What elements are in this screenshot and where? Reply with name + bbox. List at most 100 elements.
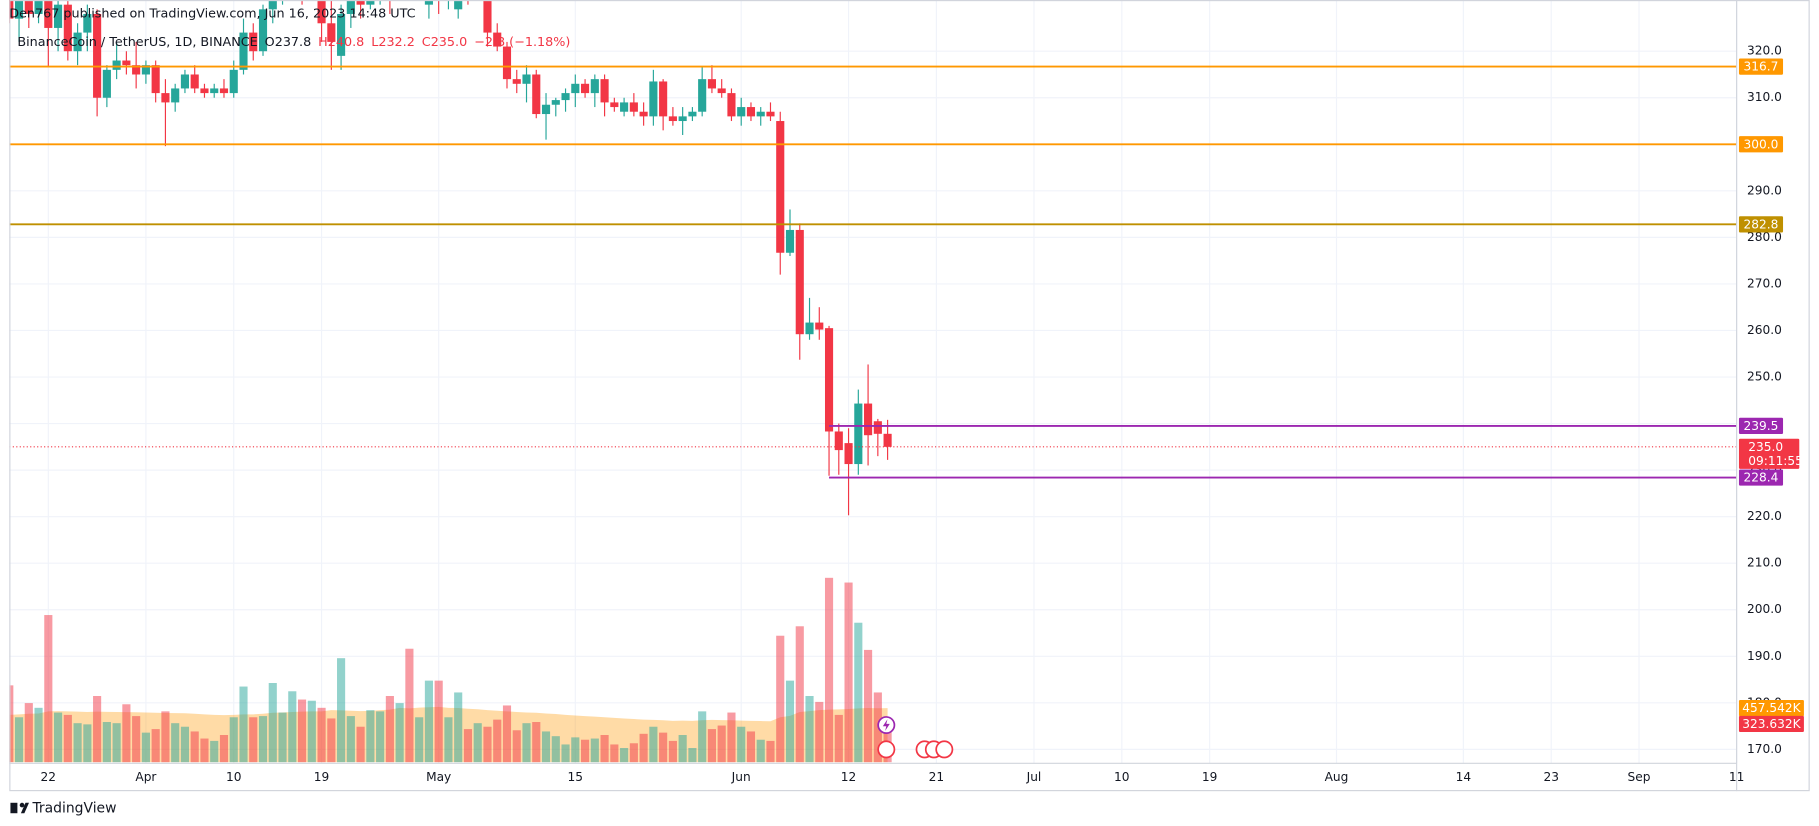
volume-bar [385,696,394,763]
candle-body [102,69,111,98]
volume-bar [24,703,33,763]
candle-body [864,403,873,436]
y-tick-label: 170.0 [1747,742,1782,756]
candle-body [532,74,541,115]
price-countdown: 09:11:55 [1748,454,1803,468]
labels: 170.0180.0190.0200.0210.0220.0230.0240.0… [41,44,1804,784]
volume-bar [600,735,609,763]
x-tick-label: May [426,770,451,784]
y-tick-label: 290.0 [1747,183,1782,197]
symbol-legend: BinanceCoin / TetherUS, 1D, BINANCE O237.… [17,34,570,49]
volume-bar [44,615,53,763]
event-icon[interactable] [935,740,954,759]
volume-bar [376,711,385,763]
x-tick-label: Jul [1026,770,1042,784]
volume-bar [14,717,24,763]
x-tick-label: 22 [41,770,57,784]
event-icon[interactable] [877,740,896,759]
candle-body [541,104,551,115]
y-tick-label: 190.0 [1747,649,1782,663]
candle-body [44,0,53,28]
volume-bar [756,739,765,763]
volume-badge [1738,699,1804,717]
y-tick-label: 310.0 [1747,90,1782,104]
volume-badge-label: 323.632K [1742,717,1801,731]
candle-body [317,0,326,24]
brand-logo [10,802,30,814]
axes [9,0,1810,792]
symbol: BinanceCoin / TetherUS, 1D, BINANCE [17,34,257,49]
legend-value: −2.8 (−1.18%) [474,34,570,49]
candle-body [24,0,33,14]
x-tick-label: 14 [1456,770,1472,784]
legend-value: L232.2 [371,34,415,49]
x-tick-label: Aug [1325,770,1349,784]
volume-bar [776,635,785,763]
volume-bar [581,739,590,763]
volume-bar [541,731,551,763]
candle-body [122,60,131,66]
volume-bar [502,705,512,763]
x-tick-label: 15 [568,770,584,784]
price-badge-label: 235.0 [1748,440,1783,454]
volume-bar [83,724,92,763]
candle-body [356,0,365,5]
volume-bar [307,700,316,763]
candle-body [493,32,502,47]
volume-bar [815,701,824,763]
volume-bar [610,744,619,763]
volume-bar [444,717,453,763]
legend-value: C235.0 [422,34,467,49]
candle-body [190,74,199,89]
candle-body [229,69,238,94]
volume-bar [864,649,873,763]
x-tick-label: Jun [731,770,751,784]
y-tick-label: 280.0 [1747,230,1782,244]
candle-body [834,431,843,451]
volume-bar [678,735,687,763]
candle-body [366,0,375,5]
y-tick-label: 270.0 [1747,276,1782,290]
volume-bar [512,730,521,763]
volume-bar [668,740,677,763]
candle-body [659,81,668,117]
candle-body [698,79,707,112]
volume-bar [737,726,746,763]
candle-body [151,65,160,94]
grid [9,0,1738,764]
candle-body [346,0,355,14]
x-tick-label: 19 [314,770,330,784]
volume-bar [278,712,287,763]
frame [9,0,1810,792]
candle-body [776,121,785,253]
volume-bar [698,711,707,763]
candle-body [161,93,170,103]
candle-body [327,23,336,42]
candle-body [258,9,268,52]
x-tick-label: 21 [929,770,945,784]
candle-body [873,421,882,434]
volume-bar [434,680,443,763]
volume-bar [746,731,756,763]
volume-bar [707,729,716,763]
volume-bar [210,740,219,763]
volume-bar [766,740,775,763]
candle-body [34,0,43,14]
candle-body [132,65,141,75]
volume-bar [346,716,355,763]
volume-bar [727,712,736,763]
candle-body [9,0,14,19]
price-pane [9,0,1737,516]
volume-badge-label: 457.542K [1742,701,1801,715]
volume-badge [1738,715,1804,733]
volume-bar [688,748,697,763]
volume-bar [483,726,492,763]
candle-body [571,83,580,94]
level-badge-label: 228.4 [1744,471,1779,485]
candle-body [844,443,853,465]
level-badge-label: 300.0 [1744,137,1779,151]
volume-bar [415,717,424,763]
candle-body [502,46,512,80]
volume-bar [122,704,131,763]
